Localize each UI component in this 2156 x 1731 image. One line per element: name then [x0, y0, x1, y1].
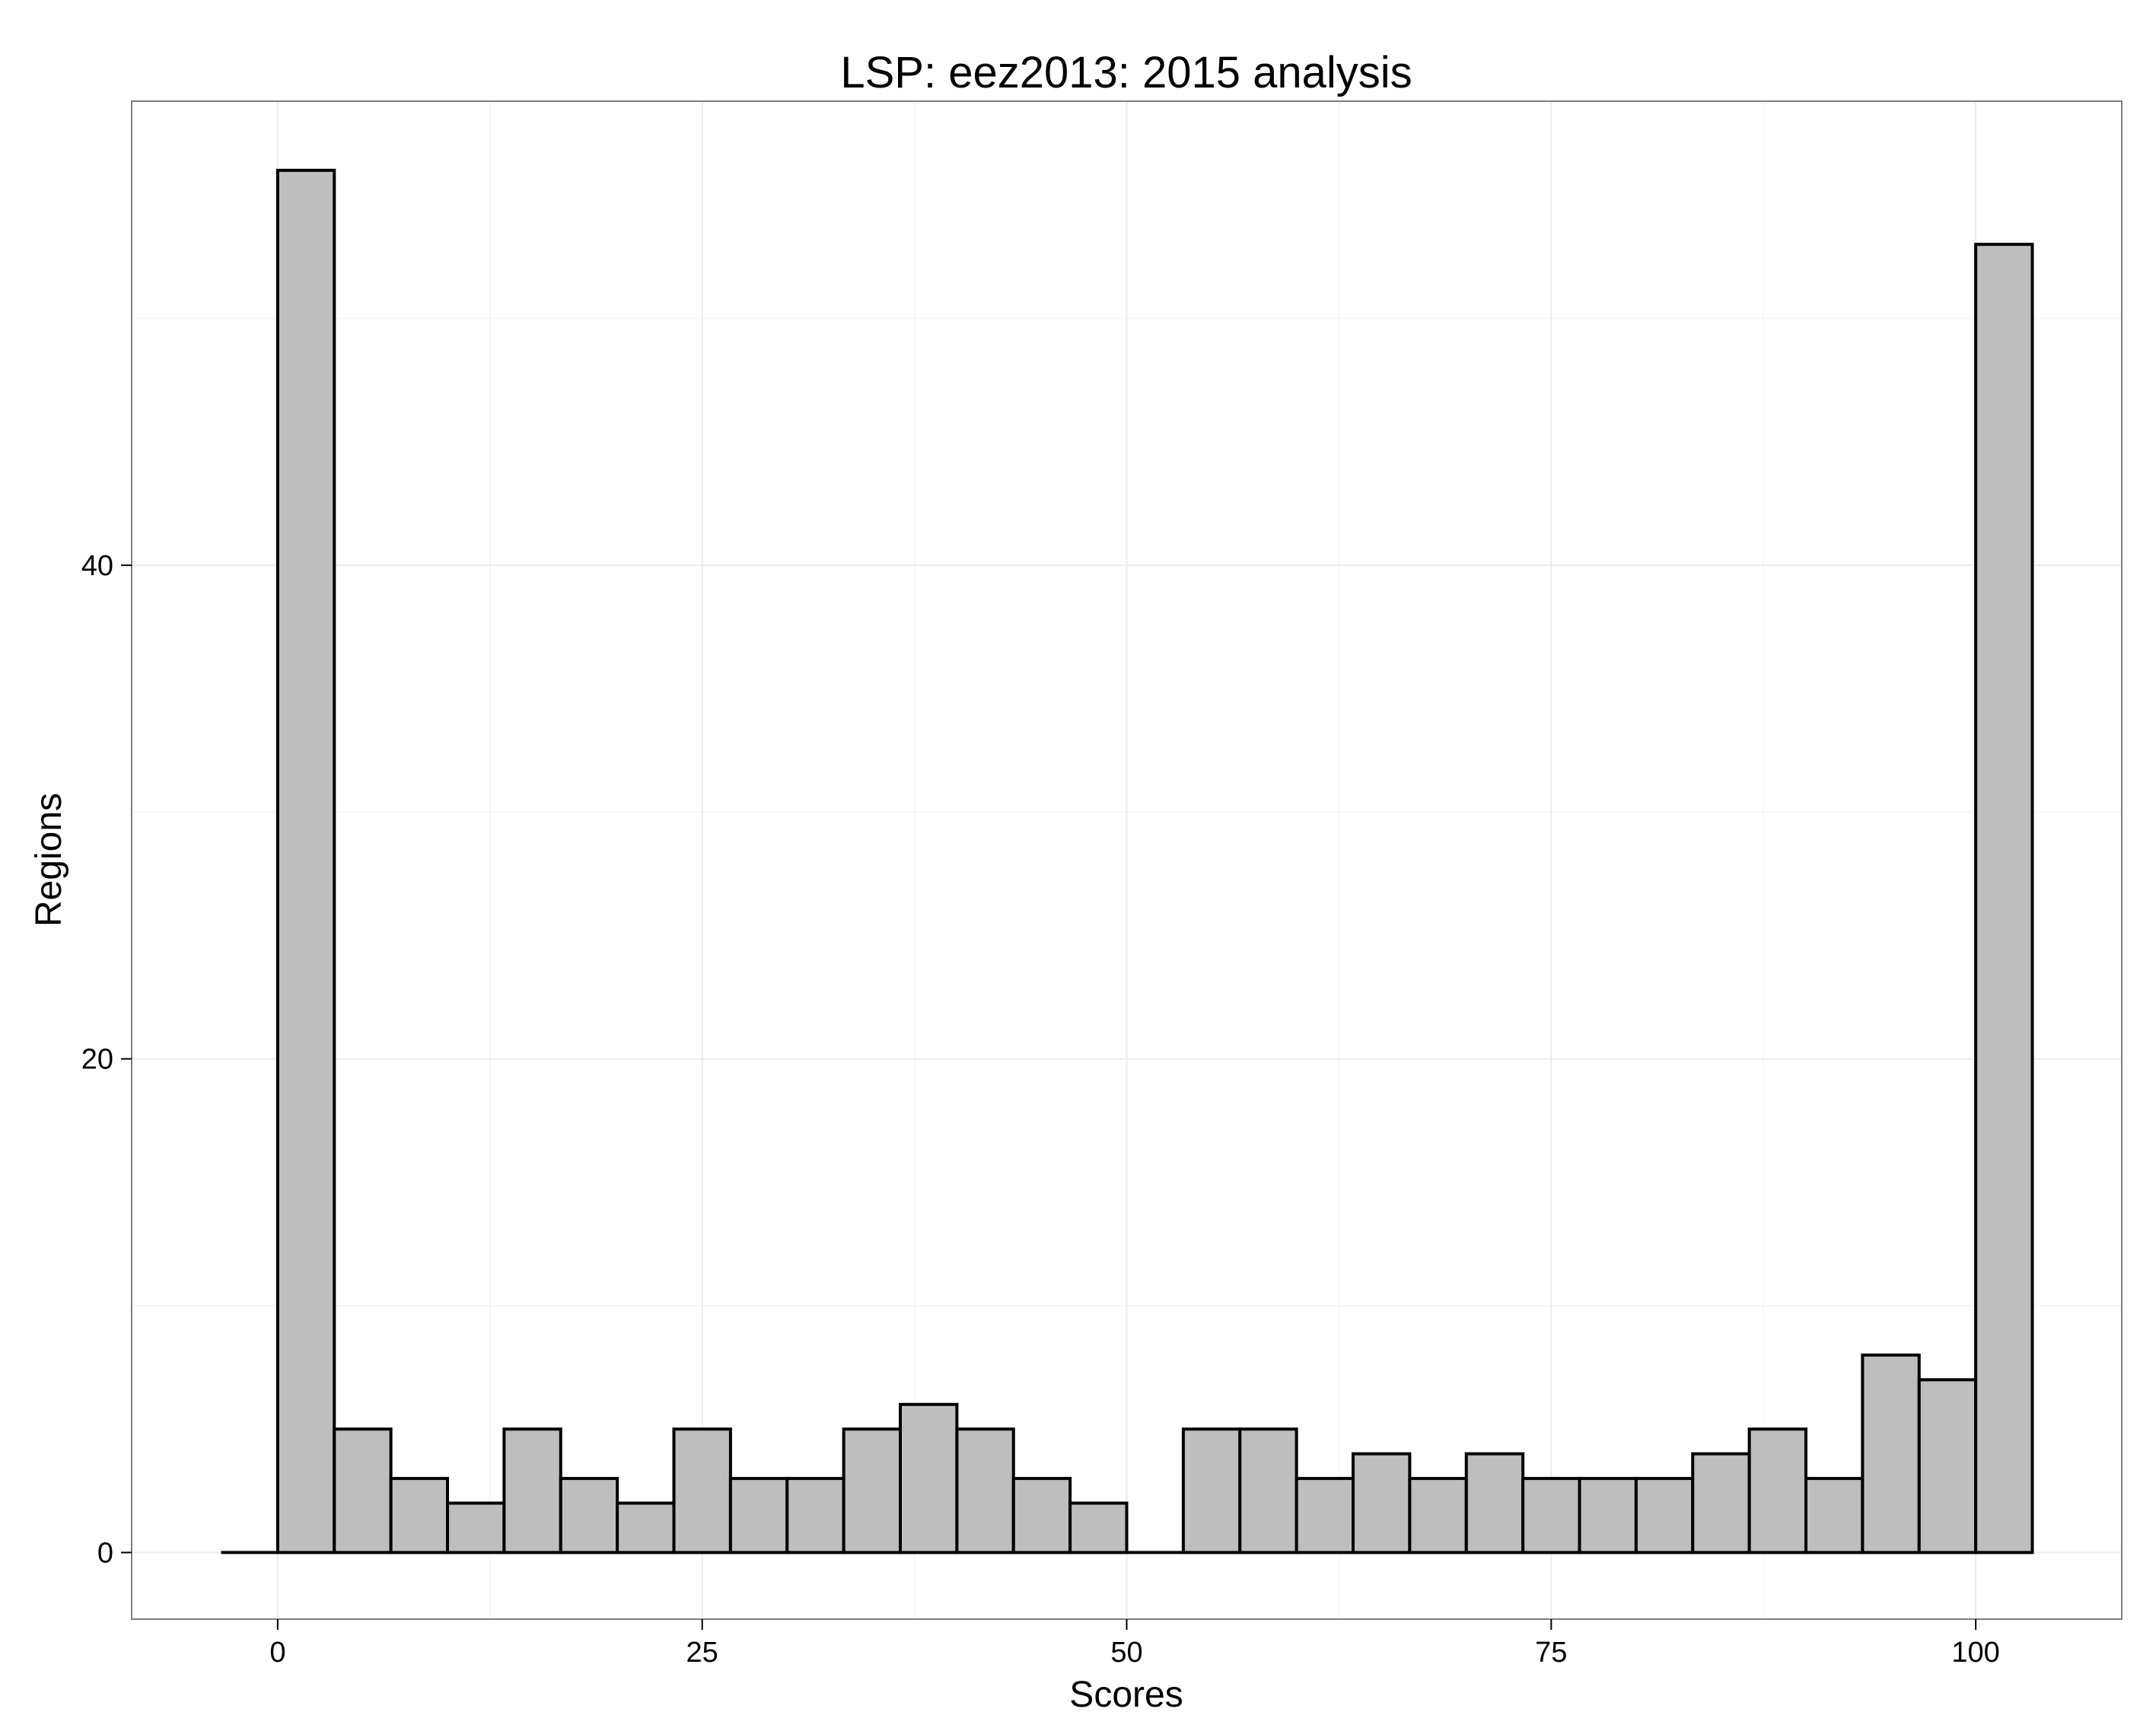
chart-title: LSP: eez2013: 2015 analysis: [840, 48, 1412, 97]
histogram-bar: [1578, 1477, 1638, 1554]
histogram-bar: [1011, 1477, 1072, 1554]
histogram-bar: [616, 1501, 676, 1554]
x-tick-label: 100: [1951, 1637, 1999, 1669]
histogram-bar: [1464, 1452, 1525, 1554]
x-tick-label: 0: [269, 1637, 285, 1669]
y-tick-label: 20: [81, 1044, 113, 1076]
histogram-bars: [221, 168, 2034, 1554]
histogram-bar: [1068, 1501, 1129, 1554]
histogram-bar: [1691, 1452, 1751, 1554]
y-tick-label: 40: [81, 550, 113, 582]
histogram-bar: [389, 1477, 450, 1554]
x-tick-label: 50: [1110, 1637, 1142, 1669]
histogram-bar: [785, 1477, 846, 1554]
histogram-bar: [728, 1477, 789, 1554]
histogram-bar: [1861, 1353, 1921, 1554]
x-axis-label: Scores: [1069, 1675, 1183, 1715]
y-tick-label: 0: [97, 1537, 113, 1569]
histogram-bar: [842, 1427, 903, 1554]
histogram-bar: [333, 1427, 393, 1554]
histogram-bar: [1408, 1477, 1468, 1554]
histogram-bar: [559, 1477, 619, 1554]
histogram-bar: [1181, 1427, 1242, 1554]
histogram-bar: [1804, 1477, 1865, 1554]
histogram-bar: [1238, 1427, 1298, 1554]
histogram-bar: [899, 1402, 959, 1554]
histogram-bar: [1295, 1477, 1355, 1554]
axis-ticks: 0 25 50 75 100 0 20 40: [81, 550, 2000, 1669]
histogram-bar: [1974, 243, 2034, 1554]
histogram-bar: [446, 1501, 506, 1554]
histogram-bar: [1747, 1427, 1807, 1554]
histogram-bar: [1521, 1477, 1581, 1554]
y-axis-label: Regions: [29, 793, 69, 927]
x-tick-label: 75: [1535, 1637, 1567, 1669]
histogram-bar: [1351, 1452, 1412, 1554]
histogram-bar: [1634, 1477, 1695, 1554]
x-tick-label: 25: [686, 1637, 718, 1669]
histogram-bar: [672, 1427, 732, 1554]
histogram-bar: [1917, 1378, 1978, 1554]
histogram-bar: [502, 1427, 562, 1554]
histogram-bar: [955, 1427, 1015, 1554]
histogram-bar: [275, 168, 336, 1554]
